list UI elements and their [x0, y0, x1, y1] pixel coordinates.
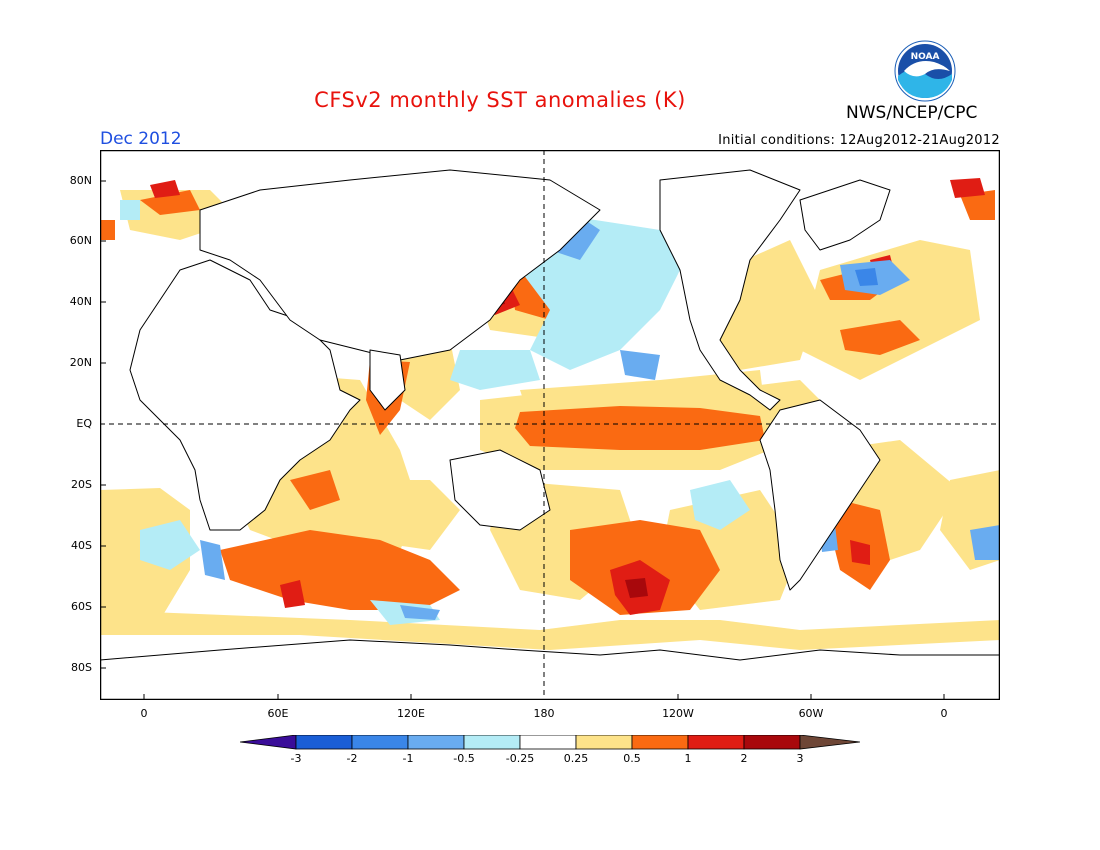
- colorbar-bin-4: [463, 735, 521, 750]
- colorbar-bin-5: [519, 735, 577, 750]
- colorbar-bin-2: [351, 735, 409, 750]
- lat-label-eq: EQ: [76, 417, 92, 430]
- colorbar-label-p05: 0.5: [623, 752, 641, 765]
- colorbar-label-p2: 2: [740, 752, 748, 765]
- colorbar-label-p025: 0.25: [563, 752, 589, 765]
- colorbar-label-m3: -3: [290, 752, 302, 765]
- axis-ticks: [100, 180, 945, 700]
- forecast-month: Dec 2012: [100, 129, 182, 149]
- map-border: [100, 150, 1000, 700]
- map-title: CFSv2 monthly SST anomalies (K): [314, 88, 686, 112]
- colorbar-bin-3: [407, 735, 465, 750]
- colorbar-label-m2: -2: [346, 752, 358, 765]
- colorbar: [240, 735, 860, 750]
- colorbar-label-p3: 3: [796, 752, 804, 765]
- lat-label-20n: 20N: [69, 356, 92, 369]
- agency-label: NWS/NCEP/CPC: [846, 103, 978, 123]
- lat-label-60s: 60S: [71, 600, 92, 613]
- lon-label-60w: 60W: [798, 707, 824, 720]
- lon-label-120e: 120E: [397, 707, 425, 720]
- svg-text:NOAA: NOAA: [911, 52, 940, 62]
- lat-label-80n: 80N: [69, 174, 92, 187]
- lon-label-0-east: 0: [940, 707, 948, 720]
- lon-label-120w: 120W: [662, 707, 694, 720]
- continent-outlines: [100, 169, 1000, 700]
- initial-conditions: Initial conditions: 12Aug2012-21Aug2012: [718, 133, 1000, 148]
- sst-anomaly-map: [100, 150, 1000, 700]
- colorbar-max-arrow: [799, 735, 860, 750]
- colorbar-min-arrow: [240, 735, 297, 750]
- lat-label-80s: 80S: [71, 661, 92, 674]
- colorbar-bin-9: [743, 735, 801, 750]
- colorbar-label-m05: -0.5: [453, 752, 475, 765]
- lat-label-40s: 40S: [71, 539, 92, 552]
- colorbar-bin-8: [687, 735, 745, 750]
- colorbar-bin-7: [631, 735, 689, 750]
- colorbar-label-m025: -0.25: [505, 752, 535, 765]
- noaa-logo: NOAA: [894, 40, 956, 102]
- colorbar-bin-6: [575, 735, 633, 750]
- lat-label-60n: 60N: [69, 234, 92, 247]
- lon-label-60e: 60E: [267, 707, 289, 720]
- lat-label-20s: 20S: [71, 478, 92, 491]
- lon-label-0-west: 0: [140, 707, 148, 720]
- lon-label-180: 180: [533, 707, 555, 720]
- lat-label-40n: 40N: [69, 295, 92, 308]
- colorbar-label-m1: -1: [402, 752, 414, 765]
- colorbar-label-p1: 1: [684, 752, 692, 765]
- colorbar-bin-1: [295, 735, 353, 750]
